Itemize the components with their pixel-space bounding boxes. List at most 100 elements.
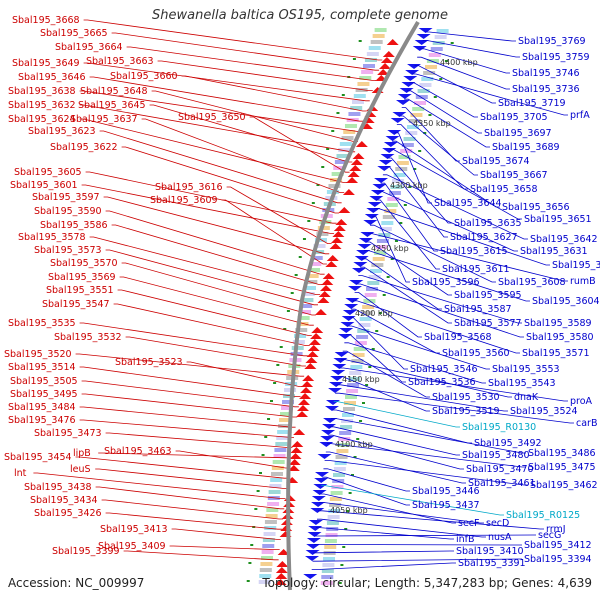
gene-label[interactable]: lnt <box>14 468 27 479</box>
gene-label[interactable]: Sbal195_3660 <box>110 71 178 82</box>
gene-label[interactable]: Sbal195_3664 <box>55 42 123 53</box>
gene-label[interactable]: Sbal195_3524 <box>510 406 578 417</box>
gene-label[interactable]: secG <box>538 530 561 541</box>
gene-label[interactable]: Sbal195_3434 <box>30 495 98 506</box>
gene-label[interactable]: Sbal195_3663 <box>86 56 154 67</box>
gene-label[interactable]: Sbal195_3413 <box>100 524 168 535</box>
gene-label[interactable]: Sbal195_3650 <box>178 112 246 123</box>
gene-label[interactable]: Sbal195_3587 <box>444 304 512 315</box>
gene-label[interactable]: Sbal195_3601 <box>10 180 78 191</box>
gene-label[interactable]: Sbal195_3719 <box>498 98 566 109</box>
gene-label[interactable]: dnaK <box>514 392 539 403</box>
gene-label[interactable]: Sbal195_3589 <box>524 318 592 329</box>
gene-label[interactable]: Sbal195_3569 <box>48 272 116 283</box>
gene-label[interactable]: Sbal195_3571 <box>522 348 590 359</box>
gene-label[interactable]: Sbal195_3519 <box>432 406 500 417</box>
gene-label[interactable]: Sbal195_3547 <box>42 299 110 310</box>
gene-label[interactable]: Sbal195_3595 <box>454 290 522 301</box>
gene-label[interactable]: Sbal195_R0125 <box>506 510 580 521</box>
gene-label[interactable]: Sbal195_3560 <box>442 348 510 359</box>
gene-label[interactable]: Sbal195_3645 <box>78 100 146 111</box>
gene-label[interactable]: Sbal195_3596 <box>412 277 480 288</box>
gene-label[interactable]: carB <box>576 418 597 429</box>
gene-label[interactable]: Sbal195_3597 <box>32 192 100 203</box>
gene-label[interactable]: lipB <box>73 448 91 459</box>
gene-label[interactable]: Sbal195_3551 <box>46 285 114 296</box>
gene-label[interactable]: Sbal195_3454 <box>4 452 72 463</box>
gene-label[interactable]: Sbal195_3546 <box>410 364 478 375</box>
gene-label[interactable]: Sbal195_3578 <box>18 232 86 243</box>
gene-label[interactable]: Sbal195_3532 <box>54 332 122 343</box>
gene-label[interactable]: Sbal195_3486 <box>528 448 596 459</box>
gene-label[interactable]: Sbal195_3638 <box>8 86 76 97</box>
gene-label[interactable]: secD <box>486 518 509 529</box>
gene-label[interactable]: Sbal195_3623 <box>28 126 96 137</box>
gene-label[interactable]: Sbal195_3674 <box>462 156 530 167</box>
gene-label[interactable]: Sbal195_3426 <box>34 508 102 519</box>
gene-label[interactable]: Sbal195_3651 <box>524 214 592 225</box>
gene-label[interactable]: Sbal195_3611 <box>442 264 510 275</box>
gene-label[interactable]: Sbal195_3736 <box>512 84 580 95</box>
gene-label[interactable]: Sbal195_3523 <box>115 357 183 368</box>
gene-label[interactable]: Sbal195_3705 <box>480 112 548 123</box>
gene-label[interactable]: Sbal195_3461 <box>468 478 536 489</box>
gene-label[interactable]: Sbal195_3627 <box>450 232 518 243</box>
gene-label[interactable]: proA <box>570 396 593 407</box>
gene-label[interactable]: rumB <box>570 276 596 287</box>
gene-label[interactable]: Sbal195_3649 <box>12 58 80 69</box>
gene-label[interactable]: Sbal195_3553 <box>492 364 560 375</box>
gene-label[interactable]: prfA <box>570 110 590 121</box>
gene-label[interactable]: Sbal195_3746 <box>512 68 580 79</box>
gene-label[interactable]: Sbal195_3514 <box>8 362 76 373</box>
gene-label[interactable]: Sbal195_3689 <box>492 142 560 153</box>
gene-label[interactable]: Sbal195_3759 <box>522 52 590 63</box>
gene-label[interactable]: Sbal195_3624 <box>8 114 76 125</box>
gene-label[interactable]: Sbal195_3667 <box>480 170 548 181</box>
gene-label[interactable]: Sbal195_3409 <box>98 541 166 552</box>
gene-label[interactable]: Sbal195_3637 <box>70 114 138 125</box>
gene-label[interactable]: Sbal195_3495 <box>10 389 78 400</box>
gene-label[interactable]: Sbal195_3412 <box>524 540 592 551</box>
gene-label[interactable]: Sbal195_3475 <box>528 462 596 473</box>
gene-label[interactable]: Sbal195_3644 <box>434 198 502 209</box>
gene-label[interactable]: Sbal195_3616 <box>155 182 223 193</box>
gene-label[interactable]: Sbal195_3530 <box>432 392 500 403</box>
gene-label[interactable]: Sbal195_3656 <box>502 202 570 213</box>
gene-label[interactable]: Sbal195_3470 <box>466 464 534 475</box>
gene-label[interactable]: Sbal195_3609 <box>150 195 218 206</box>
gene-label[interactable]: infB <box>456 534 475 545</box>
gene-label[interactable]: Sbal195_3615 <box>440 246 508 257</box>
gene-label[interactable]: Sbal195_3394 <box>524 554 592 565</box>
gene-label[interactable]: Sbal195_3604 <box>532 296 600 307</box>
gene-label[interactable]: Sbal195_3622 <box>50 142 118 153</box>
gene-label[interactable]: secF <box>458 518 479 529</box>
gene-label[interactable]: Sbal195_3520 <box>4 349 72 360</box>
gene-label[interactable]: Sbal195_3605 <box>14 167 82 178</box>
gene-label[interactable]: Sbal195_3410 <box>456 546 524 557</box>
gene-label[interactable]: Sbal195_3391 <box>458 558 526 569</box>
gene-label[interactable]: Sbal195_3505 <box>10 376 78 387</box>
gene-label[interactable]: Sbal195_3573 <box>34 245 102 256</box>
gene-label[interactable]: Sbal195_3438 <box>24 482 92 493</box>
gene-label[interactable]: Sbal195_3646 <box>18 72 86 83</box>
gene-label[interactable]: Sbal195_3635 <box>454 218 522 229</box>
gene-label[interactable]: Sbal195_3568 <box>424 332 492 343</box>
gene-label[interactable]: Sbal195_3642 <box>530 234 598 245</box>
gene-label[interactable]: Sbal195_3399 <box>52 546 120 557</box>
gene-label[interactable]: Sbal195_3658 <box>470 184 538 195</box>
gene-label[interactable]: Sbal195_3543 <box>488 378 556 389</box>
gene-label[interactable]: Sbal195_R0130 <box>462 422 536 433</box>
gene-label[interactable]: Sbal195_3590 <box>34 206 102 217</box>
gene-label[interactable]: Sbal195_3631 <box>520 246 588 257</box>
gene-label[interactable]: rrmJ <box>546 524 566 535</box>
gene-label[interactable]: Sbal195_3480 <box>462 450 530 461</box>
gene-label[interactable]: Sbal195_3462 <box>530 480 598 491</box>
gene-label[interactable]: Sbal195_3625 <box>552 260 600 271</box>
gene-label[interactable]: Sbal195_3665 <box>40 28 108 39</box>
gene-label[interactable]: Sbal195_3535 <box>8 318 76 329</box>
gene-label[interactable]: Sbal195_3446 <box>412 486 480 497</box>
gene-label[interactable]: Sbal195_3577 <box>454 318 522 329</box>
gene-label[interactable]: Sbal195_3492 <box>474 438 542 449</box>
gene-label[interactable]: Sbal195_3668 <box>12 15 80 26</box>
gene-label[interactable]: Sbal195_3437 <box>412 500 480 511</box>
